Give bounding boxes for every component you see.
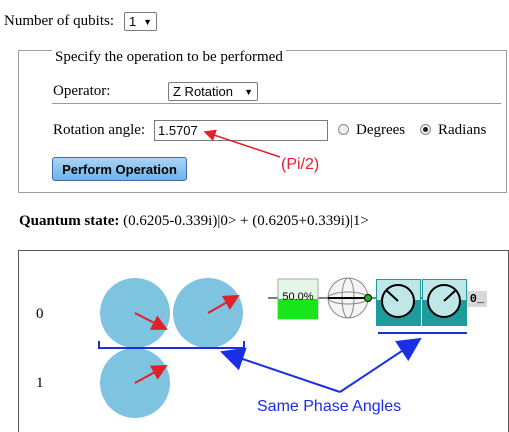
operator-label: Operator: <box>53 83 111 99</box>
row-label-1: 1 <box>36 375 44 391</box>
quantum-state-value: (0.6205-0.339i)|0> + (0.6205+0.339i)|1> <box>119 213 369 229</box>
probability-gate <box>277 278 319 320</box>
amplitude-circle-0-1 <box>173 278 243 348</box>
row-label-0: 0 <box>36 306 44 322</box>
output-label: 0_ <box>467 291 487 307</box>
perform-operation-button[interactable]: Perform Operation <box>52 157 187 181</box>
rotation-angle-label: Rotation angle: <box>53 122 146 138</box>
radians-radio[interactable] <box>420 124 431 135</box>
chevron-down-icon: ▼ <box>143 16 152 27</box>
phase-arrow-left <box>220 347 341 393</box>
phase-meter-1 <box>422 279 467 326</box>
quantum-state-label: Quantum state: <box>19 213 120 229</box>
degrees-label: Degrees <box>356 122 406 138</box>
qubits-select-value: 1 <box>129 14 137 29</box>
operator-underline <box>52 103 501 104</box>
phase-bracket-left <box>98 341 245 349</box>
pi-annotation-arrow <box>203 129 281 158</box>
chevron-down-icon: ▼ <box>244 86 253 97</box>
rotation-angle-input[interactable]: 1.5707 <box>154 120 328 141</box>
phase-arrow-right <box>339 337 422 393</box>
degrees-radio[interactable] <box>338 124 349 135</box>
probability-text: 50.0% <box>282 291 314 303</box>
bloch-sphere-icon <box>327 277 372 319</box>
amplitude-circle-0-0 <box>100 278 170 348</box>
qubits-select[interactable]: 1 ▼ <box>124 12 157 31</box>
qubits-label: Number of qubits: <box>4 13 114 29</box>
quantum-state: Quantum state: (0.6205-0.339i)|0> + (0.6… <box>19 213 369 230</box>
operator-select-value: Z Rotation <box>173 84 233 99</box>
phase-meter-0 <box>376 279 421 326</box>
operator-select[interactable]: Z Rotation ▼ <box>168 82 258 101</box>
operation-legend: Specify the operation to be performed <box>52 49 286 66</box>
phase-annotation: Same Phase Angles <box>257 398 402 415</box>
pi-annotation: (Pi/2) <box>281 156 320 173</box>
radians-label: Radians <box>438 122 487 138</box>
amplitude-circle-1-0 <box>100 348 170 418</box>
